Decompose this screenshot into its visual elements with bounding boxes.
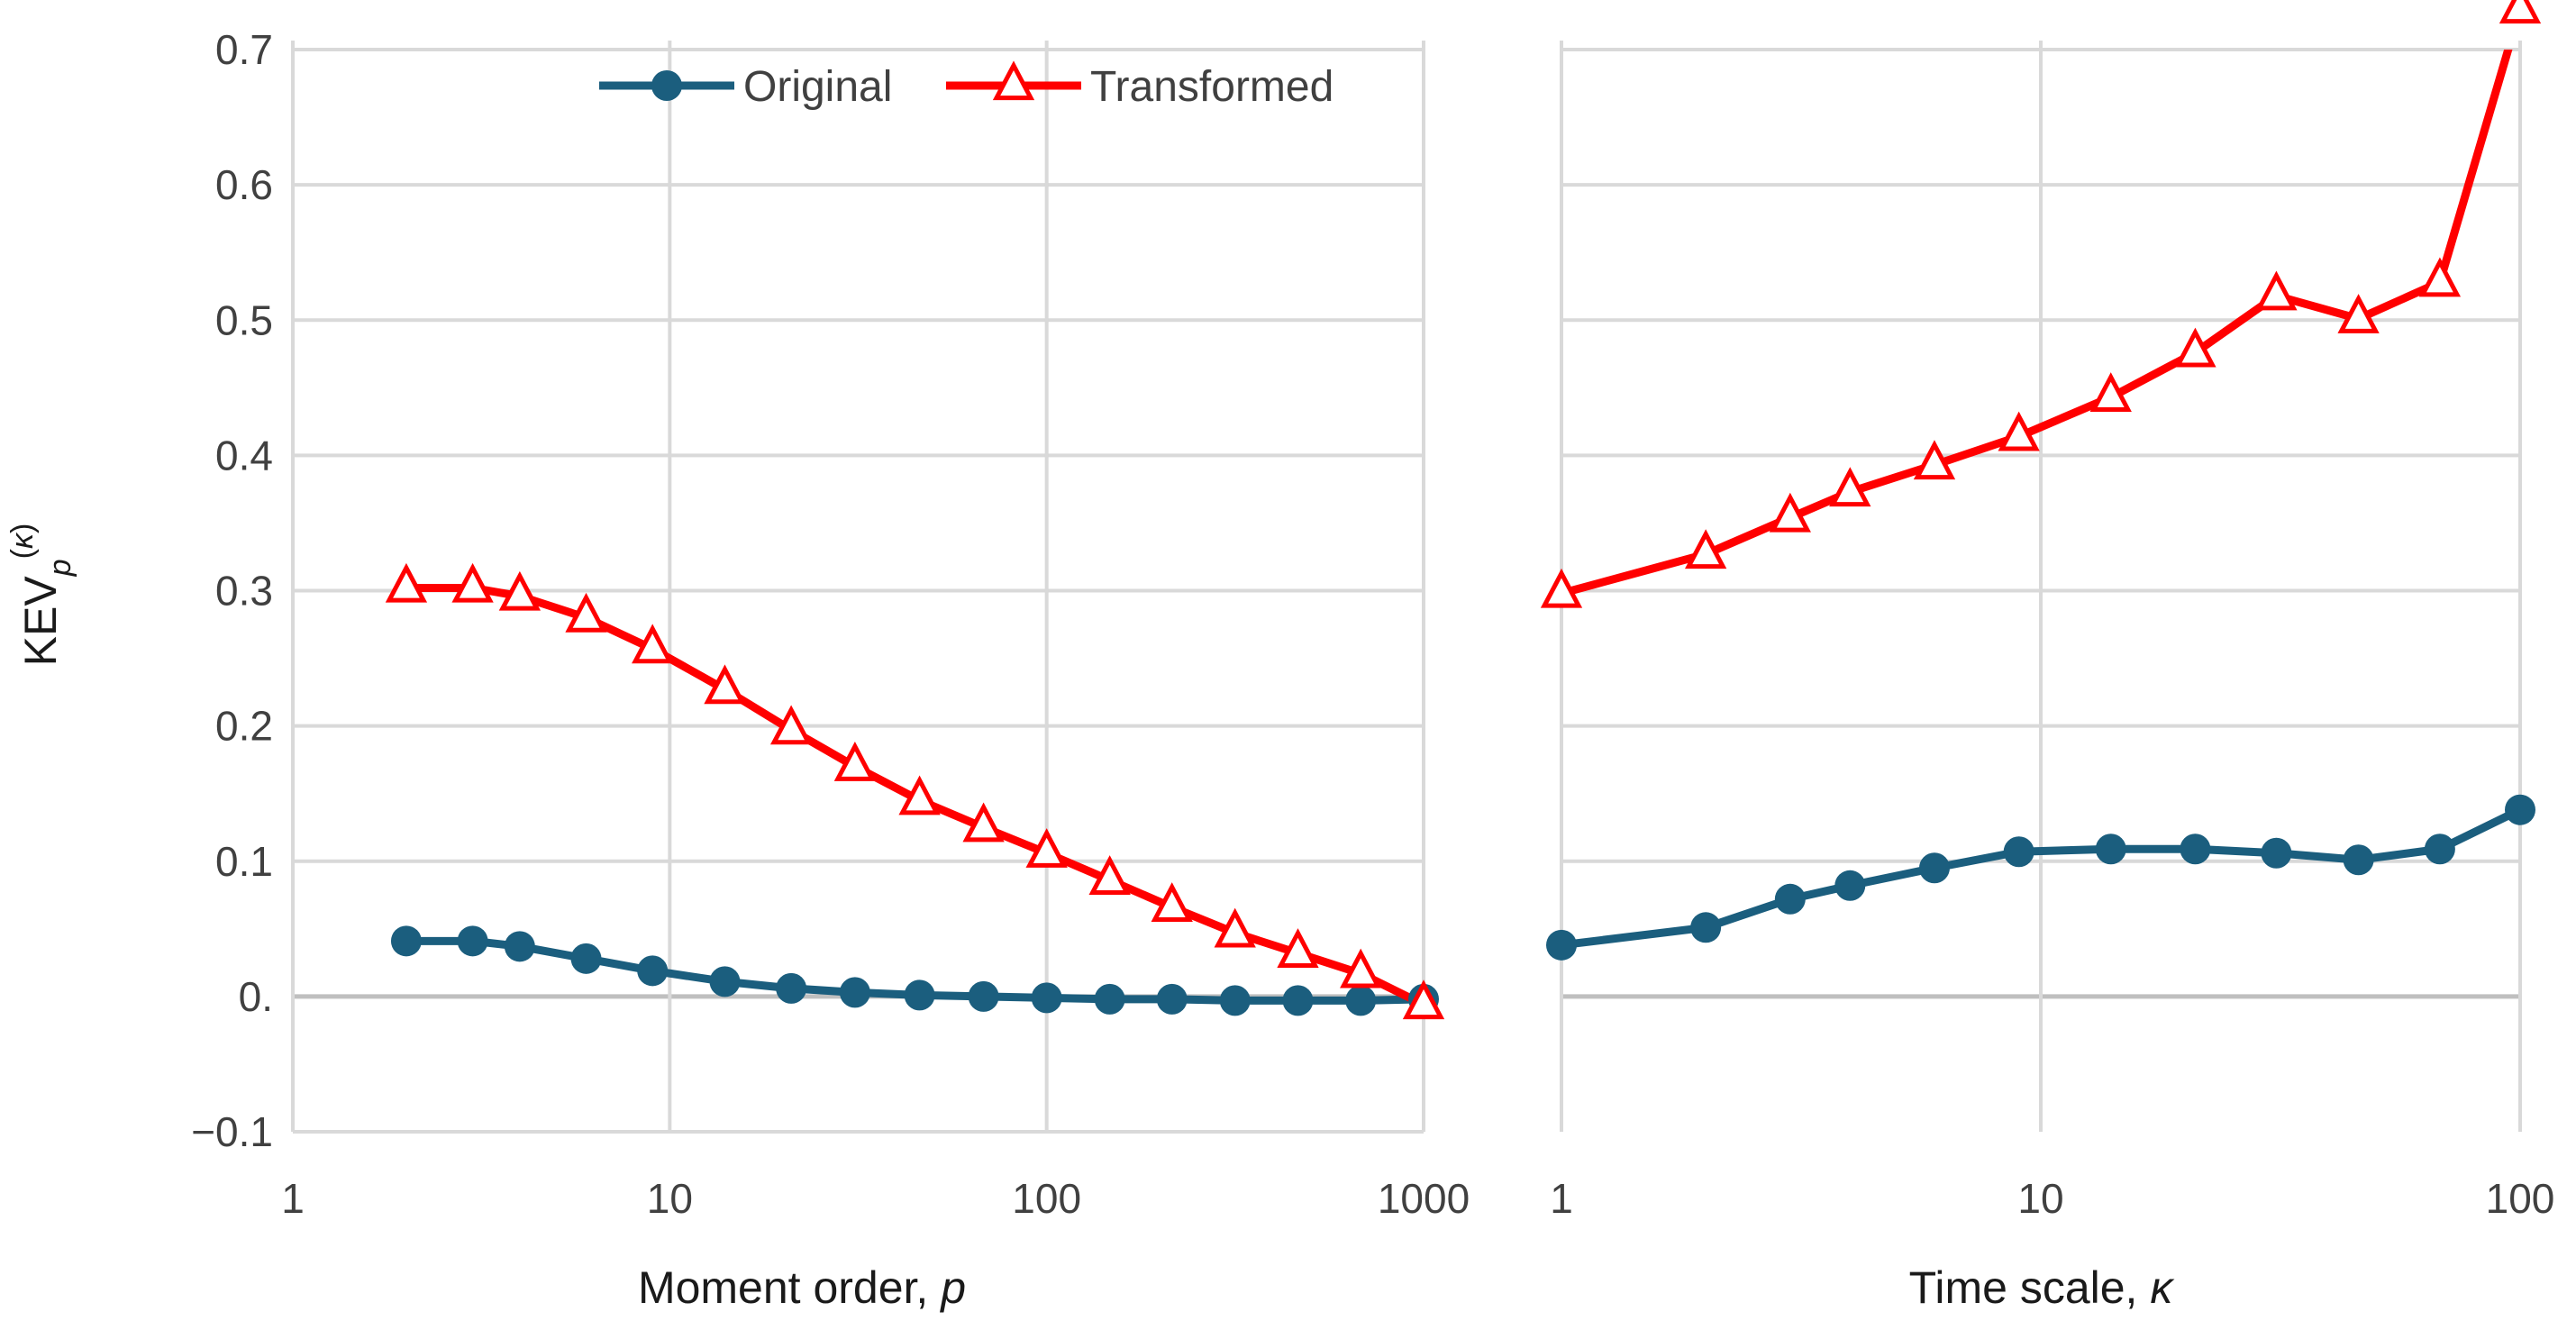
y-tick-label: 0.1 (215, 838, 273, 885)
data-point-original (2180, 834, 2211, 865)
data-point-transformed (833, 741, 877, 781)
left-panel: 1 10 100 1000 −0.1 0. 0.1 0.2 0.3 0.4 0.5 0.6 0.7 Mom… (191, 26, 1470, 1313)
data-point-transformed (704, 664, 746, 705)
y-axis-title-sub: p (43, 559, 77, 577)
x-axis-title-text: Moment order, (638, 1262, 941, 1313)
data-point-transformed (1277, 928, 1319, 969)
right-panel: 1 10 100 Time scale, κ (1540, 0, 2555, 1313)
y-tick-label: 0.2 (215, 703, 273, 750)
legend-label-original: Original (743, 63, 892, 111)
data-point-original (1918, 852, 1950, 884)
data-point-original (1282, 985, 1314, 1016)
x-axis-title-var: p (939, 1262, 966, 1313)
data-point-original (2424, 834, 2455, 865)
data-point-original (504, 931, 535, 962)
data-point-original (709, 966, 741, 998)
data-point-original (2003, 836, 2034, 868)
x-axis-title-var: κ (2150, 1262, 2175, 1313)
data-point-transformed (1913, 440, 1956, 480)
data-point-original (839, 977, 870, 1008)
x-axis-title: Time scale, κ (1909, 1262, 2176, 1313)
x-tick-label: 1000 (1378, 1175, 1470, 1222)
shared-labels: KEVp(κ) (5, 524, 77, 667)
data-point-transformed (385, 562, 428, 603)
x-tick-label: 10 (2017, 1175, 2063, 1222)
data-point-original (637, 955, 669, 987)
data-point-original (2343, 844, 2374, 876)
x-axis-title: Moment order, p (638, 1262, 966, 1313)
legend-marker-transformed (992, 60, 1035, 101)
legend: Original Transformed (599, 60, 1334, 111)
data-point-original (1156, 983, 1188, 1015)
data-point-original (1690, 912, 1722, 943)
data-point-transformed (962, 802, 1005, 843)
y-tick-label: 0.4 (215, 432, 273, 478)
legend-label-transformed: Transformed (1090, 63, 1334, 111)
data-point-original (1834, 870, 1866, 901)
y-axis-title: KEVp(κ) (5, 524, 77, 667)
data-point-original (390, 925, 422, 957)
data-point-transformed (2174, 327, 2216, 368)
x-tick-label: 10 (647, 1175, 693, 1222)
y-tick-label: 0.7 (215, 26, 273, 73)
data-point-transformed (1829, 467, 1871, 507)
data-point-transformed (2089, 372, 2132, 413)
data-point-transformed (565, 592, 607, 633)
data-point-transformed (1025, 828, 1068, 868)
data-point-transformed (1685, 529, 1727, 569)
data-point-transformed (1998, 411, 2040, 451)
data-point-original (1094, 983, 1125, 1015)
data-point-transformed (2255, 270, 2298, 311)
data-point-transformed (898, 775, 941, 815)
data-point-original (570, 943, 602, 974)
data-point-original (2095, 834, 2126, 865)
data-point-original (776, 972, 807, 1004)
y-axis-title-sup-kappa: κ (5, 532, 40, 549)
y-tick-label: 0.3 (215, 568, 273, 615)
data-point-original (2505, 794, 2535, 825)
data-point-transformed (2337, 294, 2380, 333)
data-point-transformed (1340, 948, 1382, 988)
data-point-transformed (1540, 568, 1583, 608)
data-point-transformed (1769, 492, 1811, 533)
data-point-original (1546, 929, 1577, 961)
data-point-original (457, 925, 488, 957)
data-point-transformed (2499, 0, 2542, 24)
data-point-transformed (2418, 257, 2462, 297)
x-tick-label: 1 (281, 1175, 305, 1222)
data-point-transformed (769, 705, 813, 745)
data-point-original (1031, 982, 1062, 1014)
data-point-original (1774, 883, 1806, 915)
y-axis-title-main: KEV (15, 576, 66, 667)
y-axis-title-sup-close: ) (5, 524, 40, 533)
data-point-transformed (1214, 907, 1256, 948)
y-tick-label: −0.1 (191, 1108, 273, 1155)
y-axis-title-sup: ( (5, 548, 40, 559)
data-point-transformed (498, 570, 542, 611)
data-point-original (1345, 985, 1377, 1016)
y-tick-label: 0. (239, 973, 273, 1020)
data-point-original (904, 979, 935, 1011)
data-point-transformed (1088, 855, 1131, 895)
data-point-transformed (1151, 882, 1193, 922)
data-point-original (2261, 837, 2292, 869)
data-point-original (968, 980, 999, 1012)
legend-marker-original (651, 70, 682, 101)
x-tick-label: 100 (1012, 1175, 1081, 1222)
x-tick-label: 1 (1550, 1175, 1573, 1222)
x-axis-title-text: Time scale, (1909, 1262, 2151, 1313)
x-tick-label: 100 (2486, 1175, 2555, 1222)
y-tick-label: 0.5 (215, 296, 273, 343)
data-point-transformed (1402, 979, 1445, 1020)
data-point-original (1219, 985, 1251, 1016)
data-point-transformed (632, 624, 674, 664)
y-tick-label: 0.6 (215, 161, 273, 208)
data-point-transformed (451, 562, 494, 603)
